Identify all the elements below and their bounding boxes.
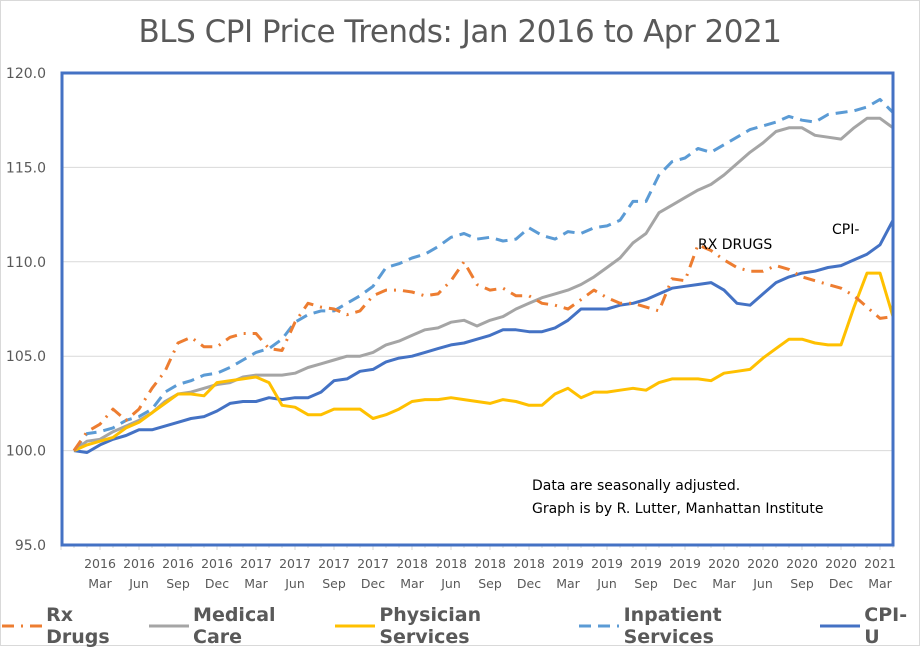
legend-item-medical-care: Medical Care	[147, 604, 325, 648]
x-tick-label-year: 2019	[630, 556, 662, 571]
x-tick-label-year: 2018	[396, 556, 428, 571]
legend-item-cpi-u: CPI-U	[818, 604, 920, 648]
x-tick-label-month: Sep	[634, 576, 658, 591]
x-tick-label-month: Sep	[790, 576, 814, 591]
legend-swatch	[820, 624, 861, 628]
series-line-medical-care	[73, 116, 894, 452]
x-tick-label-month: Jun	[440, 576, 461, 591]
x-tick-label-month: Dec	[829, 576, 853, 591]
x-tick-label-year: 2017	[279, 556, 311, 571]
legend-swatch	[335, 624, 376, 628]
x-tick-label-month: Mar	[556, 576, 580, 591]
x-tick-label-month: Dec	[361, 576, 385, 591]
legend-label: Inpatient Services	[623, 604, 722, 648]
series-line-physician-services	[73, 271, 895, 452]
x-tick-label-year: 2021	[864, 556, 896, 571]
x-tick-label-month: Mar	[868, 576, 892, 591]
y-tick-label: 95.0	[15, 538, 46, 554]
x-tick-label-year: 2016	[84, 556, 116, 571]
x-tick-label-month: Dec	[205, 576, 229, 591]
x-tick-label-year: 2017	[318, 556, 350, 571]
x-tick-label-month: Jun	[752, 576, 773, 591]
y-tick-label: 120.0	[6, 66, 46, 82]
x-tick-label-year: 2020	[786, 556, 818, 571]
x-tick-label-year: 2016	[201, 556, 233, 571]
legend-swatch	[2, 624, 42, 628]
x-tick-label-month: Jun	[128, 576, 149, 591]
legend-item-physician-services: Physician Services	[333, 604, 569, 648]
legend-item-inpatient-services: Inpatient Services	[577, 604, 810, 648]
series-line-inpatient-services	[72, 97, 895, 452]
x-tick-label-year: 2016	[162, 556, 194, 571]
chart-legend: Rx Drugs Medical Care Physician Services In…	[0, 604, 920, 648]
chart-title: BLS CPI Price Trends: Jan 2016 to Apr 20…	[138, 14, 782, 50]
x-tick-label-month: Mar	[400, 576, 424, 591]
x-tick-label-year: 2020	[825, 556, 857, 571]
x-tick-label-year: 2020	[708, 556, 740, 571]
x-tick-label-month: Dec	[673, 576, 697, 591]
y-axis-tick-labels: 95.0 100.0 105.0 110.0 115.0 120.0	[6, 66, 46, 554]
annotation-rx-drugs: RX DRUGS	[698, 237, 772, 253]
x-tick-label-month: Sep	[166, 576, 190, 591]
gridlines	[62, 166, 893, 452]
x-tick-label-year: 2020	[747, 556, 779, 571]
x-tick-label-year: 2018	[435, 556, 467, 571]
legend-label: Physician Services	[379, 604, 482, 648]
y-tick-label: 110.0	[6, 255, 46, 271]
legend-label: CPI-U	[864, 604, 908, 648]
x-tick-label-month: Jun	[284, 576, 305, 591]
x-tick-label-month: Sep	[322, 576, 346, 591]
legend-label: Medical Care	[193, 604, 276, 648]
y-tick-label: 105.0	[6, 349, 46, 365]
x-tick-label-year: 2018	[474, 556, 506, 571]
x-tick-label-month: Mar	[244, 576, 268, 591]
x-tick-label-year: 2018	[513, 556, 545, 571]
x-axis: 2016 Mar 2016 Jun 2016 Sep 2016 Dec 2017 Mar 2017 J…	[60, 544, 896, 591]
x-tick-label-year: 2016	[123, 556, 155, 571]
legend-item-rx-drugs: Rx Drugs	[0, 604, 139, 648]
x-tick-label-year: 2017	[357, 556, 389, 571]
series-line-rx-drugs	[72, 243, 894, 452]
plot-area-border	[60, 71, 895, 547]
y-tick-label: 100.0	[6, 444, 46, 460]
x-tick-label-year: 2017	[240, 556, 272, 571]
series-lines	[72, 97, 895, 454]
legend-label: Rx Drugs	[46, 604, 110, 648]
annotation-credit: Graph is by R. Lutter, Manhattan Institu…	[532, 501, 823, 517]
x-tick-label-year: 2019	[552, 556, 584, 571]
series-line-cpi-u	[73, 219, 895, 454]
annotation-seasonal: Data are seasonally adjusted.	[532, 478, 740, 494]
annotation-cpi: CPI-	[832, 222, 859, 238]
legend-swatch	[148, 624, 189, 628]
y-tick-label: 115.0	[6, 160, 46, 176]
x-tick-label-month: Mar	[88, 576, 112, 591]
x-tick-label-year: 2019	[591, 556, 623, 571]
x-tick-label-month: Dec	[517, 576, 541, 591]
x-tick-label-year: 2019	[669, 556, 701, 571]
x-tick-label-month: Sep	[478, 576, 502, 591]
x-tick-label-month: Mar	[712, 576, 736, 591]
x-tick-label-month: Jun	[596, 576, 617, 591]
legend-swatch	[579, 624, 620, 628]
